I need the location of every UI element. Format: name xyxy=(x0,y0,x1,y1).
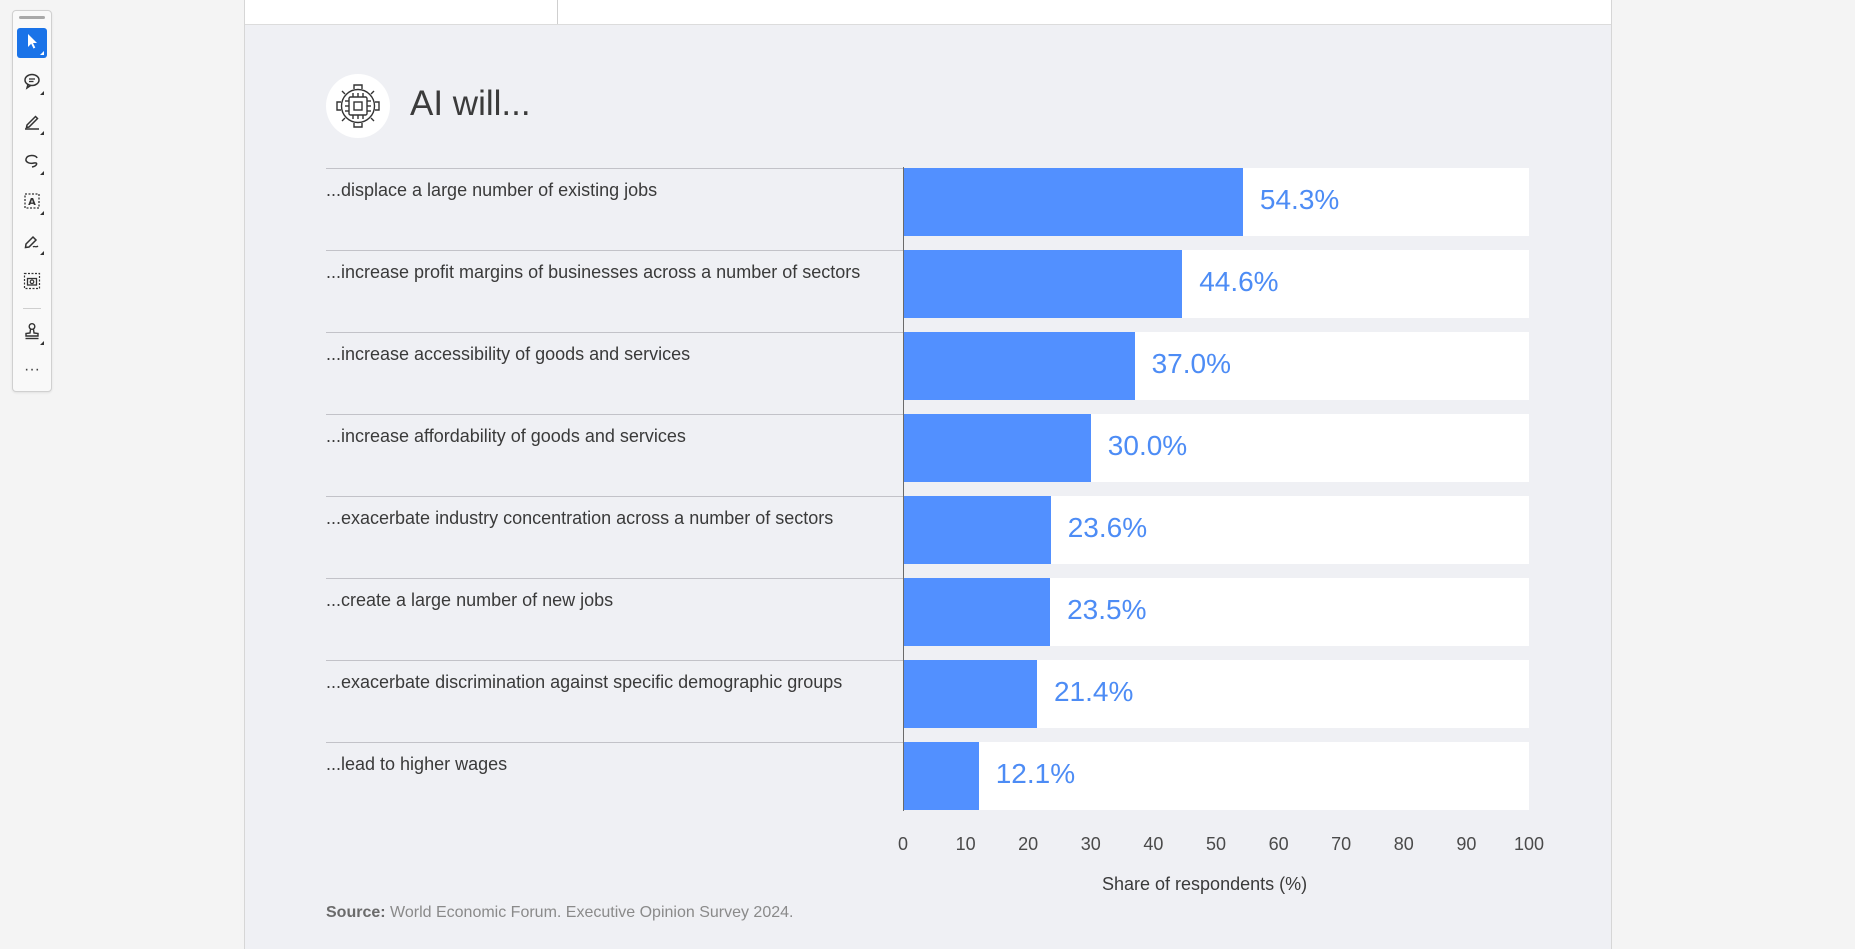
bar-value-label: 54.3% xyxy=(1259,184,1340,215)
draw-tool-button[interactable] xyxy=(17,148,47,178)
more-tools-button[interactable]: ··· xyxy=(24,361,40,378)
bar-value-label: 44.6% xyxy=(1199,266,1279,297)
sign-tool-button[interactable] xyxy=(17,228,47,258)
svg-text:A: A xyxy=(28,197,36,208)
x-tick-label: 10 xyxy=(955,834,976,854)
stamp-icon xyxy=(22,321,42,346)
category-label: ...create a large number of new jobs xyxy=(326,590,614,610)
cursor-arrow-icon xyxy=(22,31,42,56)
row-divider xyxy=(326,742,904,743)
document-page: AI will... ...displace a large number of… xyxy=(244,0,1612,949)
bar-value-label: 37.0% xyxy=(1151,348,1232,379)
bar-value-label: 23.5% xyxy=(1067,594,1147,625)
row-divider xyxy=(326,660,904,661)
x-tick-label: 90 xyxy=(1456,834,1477,854)
category-label: ...increase profit margins of businesses… xyxy=(326,262,861,282)
bar-value-label: 21.4% xyxy=(1053,676,1134,707)
row-divider xyxy=(326,496,904,497)
bar xyxy=(903,742,979,810)
bar xyxy=(903,660,1037,728)
highlight-tool-button[interactable] xyxy=(17,108,47,138)
category-label: ...displace a large number of existing j… xyxy=(326,180,658,200)
stamp-tool-button[interactable] xyxy=(17,318,47,348)
bar-track xyxy=(903,742,1529,810)
row-divider xyxy=(326,332,904,333)
source-text: World Economic Forum. Executive Opinion … xyxy=(390,904,794,921)
row-divider xyxy=(326,414,904,415)
snapshot-tool-button[interactable] xyxy=(17,268,47,298)
bar-value-label: 12.1% xyxy=(995,758,1076,789)
x-axis-label: Share of respondents (%) xyxy=(1102,874,1308,894)
comment-tool-button[interactable] xyxy=(17,68,47,98)
ai-chip-gear-icon xyxy=(326,74,390,138)
y-axis-line xyxy=(903,167,904,811)
text-box-tool-button[interactable]: A xyxy=(17,188,47,218)
signature-pen-icon xyxy=(22,231,42,256)
text-box-icon: A xyxy=(22,191,42,216)
bar xyxy=(903,332,1135,400)
category-label: ...exacerbate industry concentration acr… xyxy=(326,508,834,528)
bar xyxy=(903,414,1091,482)
previous-section-strip xyxy=(245,0,1611,25)
x-tick-label: 80 xyxy=(1393,834,1414,854)
x-tick-label: 60 xyxy=(1268,834,1289,854)
row-divider xyxy=(326,250,904,251)
x-tick-label: 70 xyxy=(1331,834,1352,854)
x-tick-label: 20 xyxy=(1018,834,1039,854)
source-label: Source: xyxy=(326,904,386,921)
freehand-lasso-icon xyxy=(22,151,42,176)
bar-value-label: 23.6% xyxy=(1067,512,1148,543)
x-tick-label: 50 xyxy=(1205,834,1227,854)
category-label: ...increase affordability of goods and s… xyxy=(326,426,686,446)
x-tick-label: 0 xyxy=(897,834,909,854)
bar xyxy=(903,250,1183,318)
bar xyxy=(903,496,1051,564)
bar xyxy=(903,578,1051,646)
annotation-toolbar: A ··· xyxy=(12,10,52,392)
x-tick-label: 40 xyxy=(1143,834,1164,854)
select-tool-button[interactable] xyxy=(17,28,47,58)
x-tick-label: 100 xyxy=(1513,834,1545,854)
comment-bubble-icon xyxy=(22,71,42,96)
row-divider xyxy=(326,168,904,169)
category-label: ...increase accessibility of goods and s… xyxy=(326,344,691,364)
row-divider xyxy=(326,578,904,579)
camera-icon xyxy=(22,271,42,296)
bar xyxy=(903,168,1243,236)
category-label: ...lead to higher wages xyxy=(326,754,508,774)
x-tick-label: 30 xyxy=(1080,834,1101,854)
chart-heading: AI will... xyxy=(410,84,531,123)
highlighter-pen-icon xyxy=(22,111,42,136)
toolbar-drag-handle[interactable] xyxy=(19,16,45,19)
bar-value-label: 30.0% xyxy=(1107,430,1188,461)
source-note: Source: World Economic Forum. Executive … xyxy=(326,904,793,922)
category-label: ...exacerbate discrimination against spe… xyxy=(326,672,843,692)
